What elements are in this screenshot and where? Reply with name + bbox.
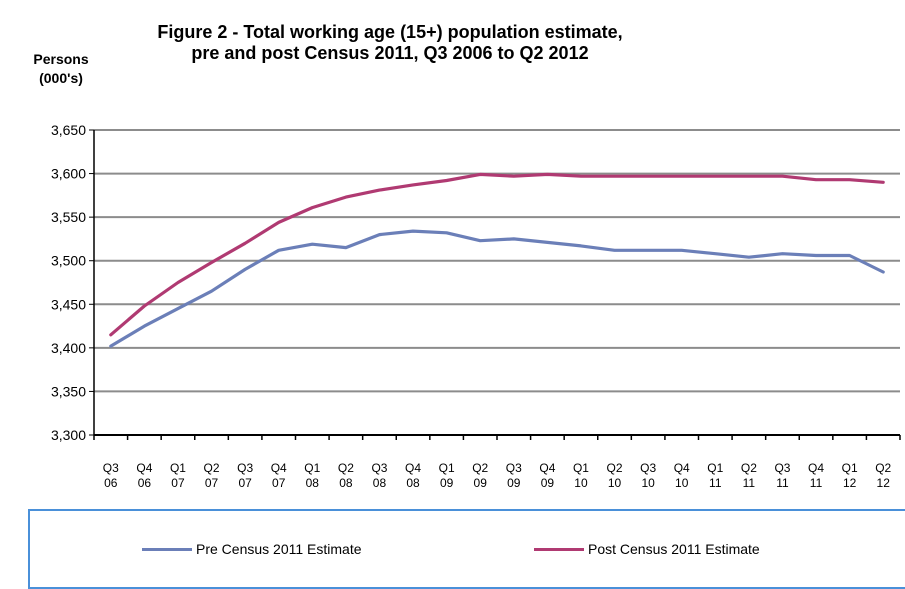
series-line-pre-census — [111, 231, 883, 346]
x-tick-label-quarter: Q2 — [472, 461, 488, 475]
x-tick-label-quarter: Q3 — [237, 461, 253, 475]
x-tick-label-year: 10 — [608, 476, 622, 490]
x-tick-label-quarter: Q2 — [741, 461, 757, 475]
x-tick-label-quarter: Q3 — [640, 461, 656, 475]
x-tick-label-quarter: Q2 — [875, 461, 891, 475]
y-tick-label: 3,400 — [51, 340, 86, 356]
x-tick-label-year: 09 — [541, 476, 555, 490]
x-tick-label-quarter: Q2 — [204, 461, 220, 475]
x-tick-label-quarter: Q1 — [842, 461, 858, 475]
x-tick-label-quarter: Q2 — [607, 461, 623, 475]
x-tick-label-year: 12 — [877, 476, 891, 490]
x-tick-label-year: 10 — [574, 476, 588, 490]
x-tick-label-year: 07 — [272, 476, 286, 490]
y-tick-label: 3,450 — [51, 296, 86, 312]
legend-swatch-pre-census — [142, 548, 192, 551]
x-tick-label-quarter: Q4 — [539, 461, 555, 475]
x-tick-label-quarter: Q1 — [573, 461, 589, 475]
legend-swatch-post-census — [534, 548, 584, 551]
y-tick-labels: 3,300 3,350 3,400 3,450 3,500 3,550 3,600 3,650 — [51, 122, 86, 443]
x-tick-label-quarter: Q4 — [271, 461, 287, 475]
y-tick-label: 3,550 — [51, 209, 86, 225]
line-chart: 3,300 3,350 3,400 3,450 3,500 3,550 3,600 3,650… — [0, 0, 905, 574]
x-tick-label-year: 10 — [675, 476, 689, 490]
legend: Pre Census 2011 Estimate Post Census 201… — [28, 509, 905, 589]
y-tick-label: 3,500 — [51, 253, 86, 269]
x-tick-label-quarter: Q2 — [338, 461, 354, 475]
x-tick-label-year: 11 — [776, 476, 789, 490]
x-tick-label-year: 08 — [306, 476, 320, 490]
x-tick-label-quarter: Q3 — [774, 461, 790, 475]
x-tick-labels: Q306Q406Q107Q207Q307Q407Q108Q208Q308Q408… — [103, 461, 892, 490]
x-tick-label-year: 09 — [474, 476, 488, 490]
x-tick-label-year: 11 — [810, 476, 823, 490]
x-tick-label-year: 06 — [138, 476, 152, 490]
x-tick-label-year: 11 — [743, 476, 756, 490]
y-tick-label: 3,600 — [51, 166, 86, 182]
legend-label-pre-census: Pre Census 2011 Estimate — [196, 541, 362, 557]
y-tick-label: 3,350 — [51, 383, 86, 399]
x-tick-label-quarter: Q4 — [674, 461, 690, 475]
x-tick-label-quarter: Q3 — [103, 461, 119, 475]
legend-item-pre-census: Pre Census 2011 Estimate — [142, 541, 362, 557]
x-tick-label-year: 07 — [238, 476, 252, 490]
x-tick-label-quarter: Q3 — [506, 461, 522, 475]
x-tick-label-quarter: Q1 — [707, 461, 723, 475]
x-tick-label-year: 08 — [406, 476, 420, 490]
legend-item-post-census: Post Census 2011 Estimate — [534, 541, 760, 557]
x-tick-label-year: 09 — [440, 476, 454, 490]
x-tick-label-year: 06 — [104, 476, 118, 490]
x-tick-label-quarter: Q4 — [405, 461, 421, 475]
x-tick-label-year: 08 — [339, 476, 353, 490]
x-tick-label-quarter: Q1 — [439, 461, 455, 475]
x-tick-label-year: 11 — [709, 476, 722, 490]
x-tick-label-year: 12 — [843, 476, 857, 490]
x-tick-label-year: 09 — [507, 476, 521, 490]
legend-label-post-census: Post Census 2011 Estimate — [588, 541, 760, 557]
x-tick-label-year: 10 — [641, 476, 655, 490]
x-tick-label-quarter: Q4 — [136, 461, 152, 475]
x-tick-label-year: 08 — [373, 476, 387, 490]
x-tick-label-quarter: Q4 — [808, 461, 824, 475]
y-tick-label: 3,650 — [51, 122, 86, 138]
x-tick-label-quarter: Q1 — [304, 461, 320, 475]
x-tick-label-quarter: Q3 — [371, 461, 387, 475]
x-tick-label-year: 07 — [171, 476, 185, 490]
y-tick-label: 3,300 — [51, 427, 86, 443]
x-tick-label-quarter: Q1 — [170, 461, 186, 475]
x-tick-label-year: 07 — [205, 476, 219, 490]
